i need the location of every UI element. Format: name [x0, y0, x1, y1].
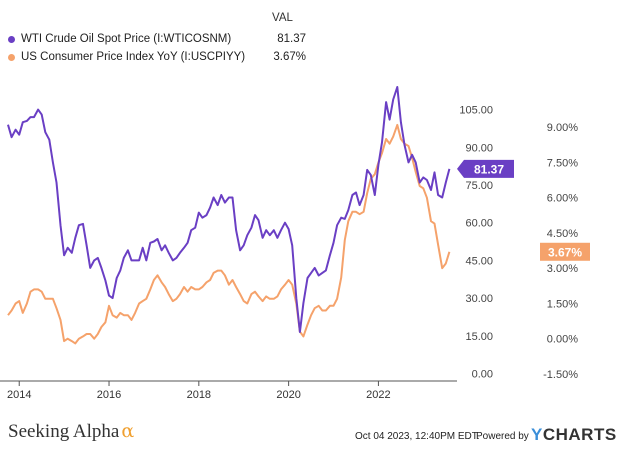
y-right-tick-label: 6.00%: [547, 193, 578, 205]
legend-header: VAL: [272, 12, 293, 24]
y-right-tick-label: 4.50%: [547, 228, 578, 240]
alpha-icon: α: [121, 420, 135, 442]
y-right-tick-label: 7.50%: [547, 157, 578, 169]
cpi-last-value-badge: 3.67%: [540, 242, 590, 261]
y-right-tick-label: 0.00%: [547, 334, 578, 346]
ycharts-y: Y: [531, 425, 543, 444]
y-axis-right-ticks: -1.50% 0.00% 1.50% 3.00% 4.50% 6.00% 7.50% 9.00…: [543, 122, 578, 381]
y-left-tick-label: 75.00: [465, 180, 493, 192]
wti-series-line: [7, 86, 451, 333]
legend-dot-wti: [8, 35, 15, 43]
y-left-tick-label: 90.00: [465, 142, 493, 154]
legend-label-wti: WTI Crude Oil Spot Price (I:WTICOSNM): [21, 33, 232, 45]
y-right-tick-label: 9.00%: [547, 122, 578, 134]
y-left-tick-label: 45.00: [465, 255, 493, 267]
timestamp: Oct 04 2023, 12:40PM EDT.: [355, 431, 480, 442]
ycharts-rest: CHARTS: [542, 425, 617, 444]
series-layer: [7, 86, 451, 345]
x-tick-label: 2022: [366, 389, 390, 401]
badge-text: 81.37: [474, 162, 504, 176]
wti-last-value-badge: 81.37: [457, 159, 514, 178]
x-tick-label: 2016: [97, 389, 121, 401]
y-right-tick-label: 3.00%: [547, 263, 578, 275]
y-axis-left-ticks: 0.00 15.00 30.00 45.00 60.00 75.00 90.00 105.00: [459, 105, 493, 381]
y-left-tick-label: 60.00: [465, 218, 493, 230]
y-right-tick-label: -1.50%: [543, 369, 578, 381]
legend-item-wti[interactable]: WTI Crude Oil Spot Price (I:WTICOSNM) 81…: [8, 31, 306, 47]
y-left-tick-label: 30.00: [465, 293, 493, 305]
x-tick-label: 2018: [187, 389, 211, 401]
last-value-badges: 3.67% 81.37: [457, 159, 590, 261]
y-left-tick-label: 105.00: [459, 105, 493, 117]
legend-value-cpi: 3.67%: [273, 51, 306, 63]
badge-shape: [457, 159, 514, 178]
y-left-tick-label: 15.00: [465, 331, 493, 343]
badge-text: 3.67%: [548, 245, 582, 259]
badge-shape: [540, 242, 590, 261]
x-tick-label: 2014: [7, 389, 31, 401]
powered-by-label: Powered by: [476, 431, 529, 442]
legend-item-cpi[interactable]: US Consumer Price Index YoY (I:USCPIYY) …: [8, 49, 306, 65]
seeking-alpha-logo: Seeking Alpha α: [8, 420, 134, 443]
x-axis-ticks: 2014 2016 2018 2020 2022: [7, 381, 391, 401]
legend-label-cpi: US Consumer Price Index YoY (I:USCPIYY): [21, 51, 246, 63]
brand-name: Seeking Alpha: [8, 421, 120, 442]
y-left-tick-label: 0.00: [472, 368, 493, 380]
y-right-tick-label: 1.50%: [547, 298, 578, 310]
legend-value-wti: 81.37: [277, 33, 306, 45]
x-tick-label: 2020: [276, 389, 300, 401]
ycharts-logo[interactable]: YCHARTS: [531, 425, 617, 445]
cpi-series-line: [7, 123, 451, 345]
legend-dot-cpi: [8, 53, 15, 61]
